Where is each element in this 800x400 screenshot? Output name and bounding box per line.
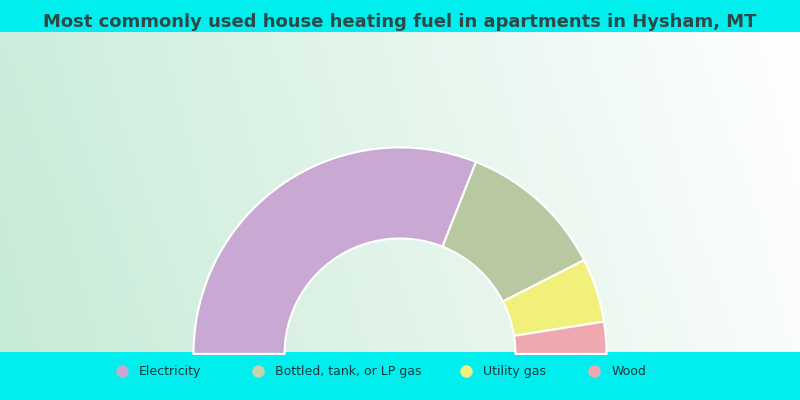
Text: Most commonly used house heating fuel in apartments in Hysham, MT: Most commonly used house heating fuel in…: [43, 21, 757, 39]
Text: Bottled, tank, or LP gas: Bottled, tank, or LP gas: [275, 365, 422, 378]
Wedge shape: [442, 162, 584, 302]
Text: Wood: Wood: [611, 365, 646, 378]
Wedge shape: [194, 148, 476, 354]
Text: Wood: Wood: [611, 365, 646, 378]
Text: Bottled, tank, or LP gas: Bottled, tank, or LP gas: [275, 365, 422, 378]
Wedge shape: [503, 260, 604, 336]
Text: Utility gas: Utility gas: [483, 365, 546, 378]
Text: Utility gas: Utility gas: [483, 365, 546, 378]
Bar: [0, 0, 800, 40]
Text: Most commonly used house heating fuel in apartments in Hysham, MT: Most commonly used house heating fuel in…: [43, 13, 757, 31]
Bar: [0, 352, 800, 400]
Wedge shape: [514, 322, 606, 354]
Text: Electricity: Electricity: [139, 365, 202, 378]
Text: Electricity: Electricity: [139, 365, 202, 378]
